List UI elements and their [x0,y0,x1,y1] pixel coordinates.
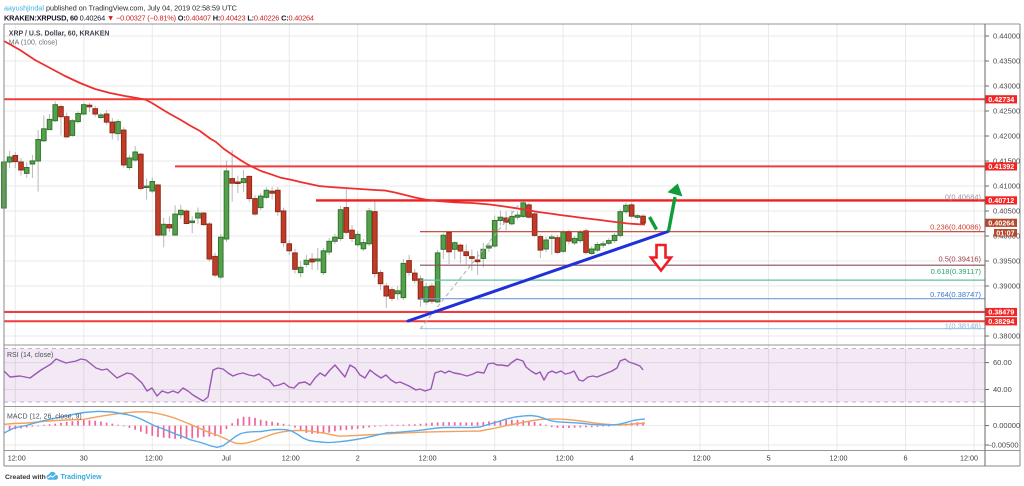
svg-text:RSI (14, close): RSI (14, close) [7,352,53,359]
svg-text:0.41500: 0.41500 [993,157,1020,166]
svg-text:MACD (12, 26, close, 9): MACD (12, 26, close, 9) [7,414,82,421]
svg-text:6: 6 [904,454,908,463]
svg-text:0(0.40684): 0(0.40684) [945,192,982,201]
svg-text:2: 2 [356,454,360,463]
svg-text:MA (100, close): MA (100, close) [9,40,58,47]
svg-text:4: 4 [630,454,634,463]
svg-text:60.00: 60.00 [993,358,1012,367]
svg-text:TradingView: TradingView [61,474,103,481]
svg-text:0.41392: 0.41392 [988,162,1014,171]
svg-text:0.5(0.39416): 0.5(0.39416) [938,255,981,264]
svg-text:0.38000: 0.38000 [993,332,1020,341]
svg-text:12:00: 12:00 [960,454,978,463]
svg-text:12:00: 12:00 [282,454,300,463]
svg-text:01:07: 01:07 [996,228,1014,237]
svg-text:0.42500: 0.42500 [993,107,1020,116]
svg-text:0.618(0.39117): 0.618(0.39117) [931,267,982,276]
svg-text:Created with: Created with [5,474,46,481]
svg-text:Jul: Jul [222,454,232,463]
svg-text:0.42000: 0.42000 [993,132,1020,141]
svg-text:0.44000: 0.44000 [993,32,1020,41]
svg-text:0.41000: 0.41000 [993,182,1020,191]
svg-text:0.40712: 0.40712 [988,196,1014,205]
svg-text:0.236(0.40086): 0.236(0.40086) [930,222,981,231]
svg-text:0.40500: 0.40500 [993,207,1020,216]
svg-text:0.39000: 0.39000 [993,282,1020,291]
svg-text:aayushjindal published on Trad: aayushjindal published on TradingView.co… [4,4,237,13]
svg-text:0.43500: 0.43500 [993,57,1020,66]
svg-text:40.00: 40.00 [993,385,1012,394]
svg-text:KRAKEN:XRPUSD, 60 0.40264 ▼ −0: KRAKEN:XRPUSD, 60 0.40264 ▼ −0.00327 (−0… [4,13,314,22]
svg-text:1(0.38148): 1(0.38148) [945,322,982,331]
svg-text:XRP / U.S. Dollar, 60, KRAKEN: XRP / U.S. Dollar, 60, KRAKEN [9,31,110,38]
svg-text:0.38479: 0.38479 [988,308,1014,317]
svg-text:0.38294: 0.38294 [988,317,1014,326]
svg-text:12:00: 12:00 [693,454,711,463]
svg-text:3: 3 [493,454,497,463]
svg-text:30: 30 [80,454,88,463]
svg-text:5: 5 [767,454,771,463]
svg-text:0.00000: 0.00000 [993,421,1020,430]
svg-text:0.39500: 0.39500 [993,257,1020,266]
svg-text:12:00: 12:00 [830,454,848,463]
svg-text:12:00: 12:00 [419,454,437,463]
svg-text:0.40264: 0.40264 [988,218,1014,227]
svg-text:12:00: 12:00 [145,454,163,463]
svg-text:-0.00500: -0.00500 [989,441,1019,450]
svg-text:12:00: 12:00 [556,454,574,463]
svg-text:0.43000: 0.43000 [993,82,1020,91]
svg-text:0.42734: 0.42734 [988,95,1014,104]
svg-text:0.764(0.38747): 0.764(0.38747) [930,290,981,299]
svg-text:12:00: 12:00 [8,454,26,463]
